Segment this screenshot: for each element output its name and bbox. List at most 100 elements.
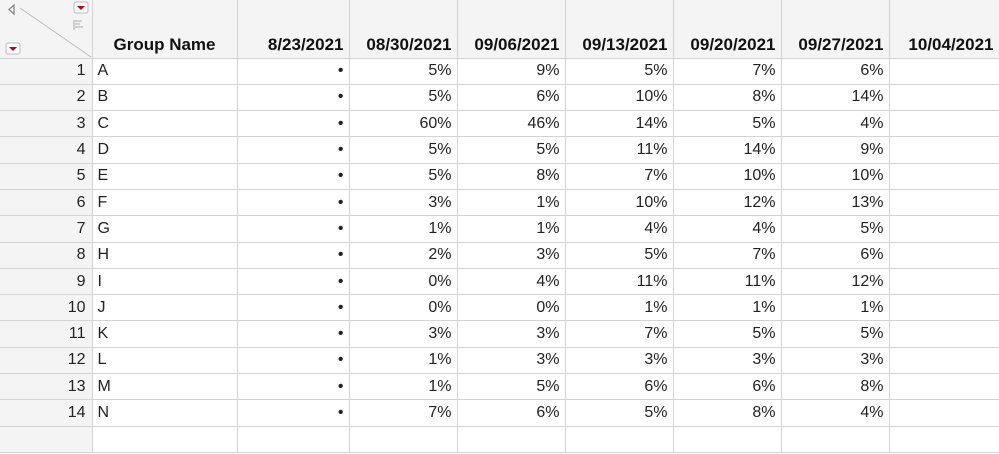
value-cell[interactable]: 6% [457,399,566,427]
row-number[interactable]: 8 [0,242,93,269]
value-cell[interactable]: 2% [349,242,458,269]
value-cell[interactable] [889,84,999,112]
row-number[interactable]: 6 [0,189,93,217]
value-cell[interactable]: 5% [349,84,458,112]
value-cell[interactable]: 3% [349,320,458,348]
value-cell[interactable]: • [237,136,350,164]
table-row[interactable]: 2 B • 5% 6% 10% 8% 14% [0,84,999,112]
value-cell[interactable]: 0% [349,268,458,296]
group-name-cell[interactable]: D [92,136,238,164]
value-cell[interactable]: 6% [781,58,890,85]
value-cell[interactable]: 7% [673,58,782,85]
value-cell[interactable]: 4% [565,215,674,243]
value-cell[interactable]: • [237,163,350,190]
group-name-cell[interactable]: G [92,215,238,243]
value-cell[interactable] [889,399,999,427]
value-cell[interactable]: 6% [781,242,890,269]
value-cell[interactable]: 11% [673,268,782,296]
value-cell[interactable]: 5% [349,163,458,190]
collapse-panel-icon[interactable] [8,3,15,16]
row-number[interactable]: 14 [0,399,93,427]
value-cell[interactable]: 1% [349,373,458,401]
value-cell[interactable]: • [237,320,350,348]
value-cell[interactable]: 7% [349,399,458,427]
value-cell[interactable]: 11% [565,136,674,164]
value-cell[interactable]: 4% [457,268,566,296]
empty-cell[interactable] [349,426,458,453]
value-cell[interactable]: • [237,84,350,112]
value-cell[interactable]: 8% [457,163,566,190]
value-cell[interactable]: 3% [565,347,674,375]
row-number[interactable]: 10 [0,294,93,322]
value-cell[interactable]: 60% [349,110,458,138]
group-name-cell[interactable]: M [92,373,238,401]
value-cell[interactable]: 8% [673,84,782,112]
column-header[interactable]: 08/30/2021 [349,0,458,59]
table-row[interactable]: 13 M • 1% 5% 6% 6% 8% [0,373,999,401]
value-cell[interactable] [889,294,999,322]
value-cell[interactable]: 11% [565,268,674,296]
value-cell[interactable] [889,268,999,296]
value-cell[interactable] [889,373,999,401]
table-row[interactable]: 5 E • 5% 8% 7% 10% 10% [0,163,999,190]
value-cell[interactable]: 8% [673,399,782,427]
column-header[interactable]: 09/20/2021 [673,0,782,59]
value-cell[interactable]: 6% [565,373,674,401]
value-cell[interactable]: 0% [457,294,566,322]
row-number[interactable]: 5 [0,163,93,190]
row-number[interactable]: 9 [0,268,93,296]
group-name-cell[interactable]: A [92,58,238,85]
empty-cell[interactable] [92,426,238,453]
table-row[interactable]: 7 G • 1% 1% 4% 4% 5% [0,215,999,243]
value-cell[interactable]: 1% [349,215,458,243]
table-row[interactable]: 3 C • 60% 46% 14% 5% 4% [0,110,999,138]
value-cell[interactable]: 12% [673,189,782,217]
value-cell[interactable]: 0% [349,294,458,322]
column-header[interactable]: 10/04/2021 [889,0,999,59]
value-cell[interactable]: • [237,110,350,138]
value-cell[interactable]: 3% [457,347,566,375]
table-row[interactable]: 1 A • 5% 9% 5% 7% 6% [0,58,999,85]
value-cell[interactable] [889,189,999,217]
empty-cell[interactable] [237,426,350,453]
row-number[interactable]: 4 [0,136,93,164]
empty-cell[interactable] [0,426,93,453]
value-cell[interactable] [889,320,999,348]
column-header[interactable]: Group Name [92,0,238,59]
value-cell[interactable] [889,163,999,190]
row-number[interactable]: 13 [0,373,93,401]
value-cell[interactable]: • [237,268,350,296]
value-cell[interactable] [889,58,999,85]
value-cell[interactable]: • [237,347,350,375]
value-cell[interactable]: 10% [565,84,674,112]
value-cell[interactable]: 14% [673,136,782,164]
group-name-cell[interactable]: E [92,163,238,190]
group-name-cell[interactable]: K [92,320,238,348]
value-cell[interactable]: 3% [349,189,458,217]
value-cell[interactable]: 1% [457,189,566,217]
group-name-cell[interactable]: H [92,242,238,269]
rows-menu-icon[interactable] [5,42,21,55]
value-cell[interactable]: • [237,189,350,217]
value-cell[interactable] [889,347,999,375]
table-menu-icon[interactable] [73,1,89,14]
value-cell[interactable] [889,242,999,269]
value-cell[interactable] [889,110,999,138]
value-cell[interactable]: 4% [781,110,890,138]
value-cell[interactable]: • [237,58,350,85]
value-cell[interactable]: 1% [673,294,782,322]
value-cell[interactable]: 9% [781,136,890,164]
table-row[interactable]: 14 N • 7% 6% 5% 8% 4% [0,399,999,427]
value-cell[interactable]: 4% [781,399,890,427]
value-cell[interactable]: 5% [457,136,566,164]
value-cell[interactable]: 6% [673,373,782,401]
value-cell[interactable]: • [237,215,350,243]
column-header[interactable]: 8/23/2021 [237,0,350,59]
column-header[interactable]: 09/13/2021 [565,0,674,59]
value-cell[interactable]: 1% [457,215,566,243]
value-cell[interactable]: 9% [457,58,566,85]
value-cell[interactable]: 5% [565,58,674,85]
row-number[interactable]: 12 [0,347,93,375]
table-row[interactable]: 8 H • 2% 3% 5% 7% 6% [0,242,999,269]
empty-cell[interactable] [673,426,782,453]
